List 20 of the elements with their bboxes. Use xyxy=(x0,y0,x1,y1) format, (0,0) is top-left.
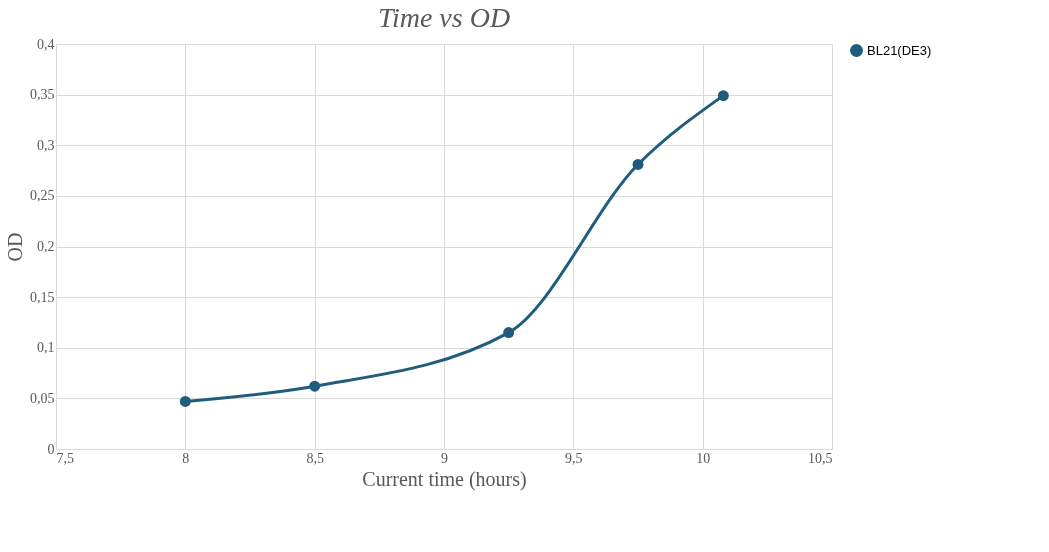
y-tick-label: 0,2 xyxy=(37,239,55,254)
y-axis-title: OD xyxy=(4,232,26,262)
y-tick-label: 0 xyxy=(47,441,55,457)
y-tick-label: 0,4 xyxy=(37,36,55,52)
y-tick-label: 0,1 xyxy=(37,340,55,356)
x-axis-title: Current time (hours) xyxy=(362,467,527,491)
x-tick-label: 10,5 xyxy=(808,450,833,466)
y-tick-label: 0,25 xyxy=(30,188,55,204)
x-tick-label: 8,5 xyxy=(306,450,324,466)
y-tick-label: 0,35 xyxy=(30,87,55,103)
chart-title: Time vs OD xyxy=(377,2,511,33)
x-tick-label: 8 xyxy=(182,450,190,466)
legend-label: BL21(DE3) xyxy=(867,42,932,58)
x-tick-label: 7,5 xyxy=(56,450,74,466)
y-tick-label: 0,05 xyxy=(30,390,55,406)
x-tick-label: 9 xyxy=(441,450,448,466)
y-tick-label: 0,3 xyxy=(37,137,55,153)
x-tick-label: 10 xyxy=(696,450,711,466)
x-tick-label: 9,5 xyxy=(565,450,583,466)
y-tick-label: 0,15 xyxy=(30,289,55,305)
